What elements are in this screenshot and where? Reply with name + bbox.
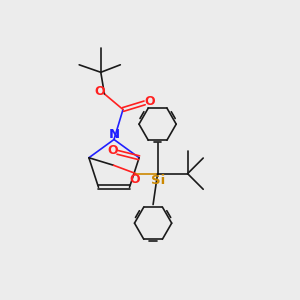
Text: O: O xyxy=(107,144,118,157)
Text: O: O xyxy=(94,85,105,98)
Text: Si: Si xyxy=(151,174,165,187)
Text: O: O xyxy=(144,95,155,108)
Text: N: N xyxy=(108,128,120,141)
Text: O: O xyxy=(129,173,140,186)
